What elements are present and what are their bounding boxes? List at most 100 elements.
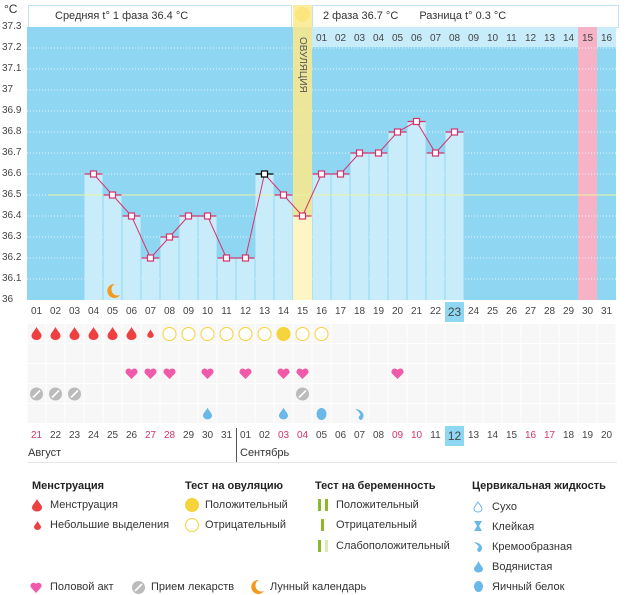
temperature-bar: [122, 216, 141, 300]
calendar-date[interactable]: 19: [581, 430, 594, 441]
marker-cell: [369, 324, 388, 343]
cycle-day-label[interactable]: 09: [182, 306, 195, 317]
marker-cell: [464, 324, 483, 343]
cycle-day-label[interactable]: 26: [505, 306, 518, 317]
cycle-day-label[interactable]: 21: [410, 306, 423, 317]
phase2-day-number: 12: [524, 33, 537, 44]
pill-icon-stripe: [70, 389, 79, 399]
legend-fluid-creamy: Кремообразная: [492, 541, 573, 553]
y-tick-label: 37: [2, 84, 14, 95]
cycle-day-label[interactable]: 06: [125, 306, 138, 317]
marker-cell: [65, 404, 84, 423]
calendar-date[interactable]: 15: [505, 430, 518, 441]
fluid-sticky-icon: [474, 521, 482, 531]
calendar-date[interactable]: 08: [372, 430, 385, 441]
y-tick-label: 36: [2, 294, 14, 305]
calendar-date[interactable]: 27: [144, 430, 157, 441]
cycle-day-label[interactable]: 14: [277, 306, 290, 317]
cycle-day-label[interactable]: 20: [391, 306, 404, 317]
cycle-day-label[interactable]: 16: [315, 306, 328, 317]
marker-cell: [350, 384, 369, 403]
fluid-creamy-icon: [355, 409, 364, 420]
temperature-point: [279, 191, 288, 199]
cycle-day-label[interactable]: 25: [486, 306, 499, 317]
cycle-day-label[interactable]: 13: [258, 306, 271, 317]
calendar-date[interactable]: 03: [277, 430, 290, 441]
calendar-date[interactable]: 04: [296, 430, 309, 441]
marker-cell: [597, 324, 616, 343]
cycle-day-label[interactable]: 03: [68, 306, 81, 317]
cycle-day-label[interactable]: 01: [30, 306, 43, 317]
ovtest-positive-icon: [276, 327, 291, 341]
marker-cell: [369, 364, 388, 383]
calendar-date[interactable]: 07: [353, 430, 366, 441]
phase2-day-number: 09: [467, 33, 480, 44]
cycle-day-label[interactable]: 02: [49, 306, 62, 317]
cycle-day-label[interactable]: 23: [445, 302, 464, 322]
cycle-day-label[interactable]: 08: [163, 306, 176, 317]
temperature-point: [203, 212, 212, 220]
markers-grid: [27, 324, 616, 423]
phase2-day-number: 15: [581, 33, 594, 44]
menstruation-drop-icon: [69, 327, 80, 340]
ovtest-positive-icon: [185, 498, 199, 512]
cycle-day-label[interactable]: 22: [429, 306, 442, 317]
marker-cell: [255, 404, 274, 423]
cycle-day-label[interactable]: 17: [334, 306, 347, 317]
legend-fluid-title: Цервикальная жидкость: [472, 480, 606, 492]
calendar-date[interactable]: 16: [524, 430, 537, 441]
cycle-day-label[interactable]: 24: [467, 306, 480, 317]
fluid-eggwhite-icon: [316, 408, 327, 420]
cycle-day-label[interactable]: 29: [562, 306, 575, 317]
cycle-day-label[interactable]: 27: [524, 306, 537, 317]
month-september: Сентябрь: [240, 447, 290, 459]
cycle-day-label[interactable]: 07: [144, 306, 157, 317]
calendar-date[interactable]: 28: [163, 430, 176, 441]
phase2-day-number: 05: [391, 33, 404, 44]
calendar-date[interactable]: 31: [220, 430, 233, 441]
cycle-day-label[interactable]: 30: [581, 306, 594, 317]
cycle-day-label[interactable]: 19: [372, 306, 385, 317]
calendar-date[interactable]: 10: [410, 430, 423, 441]
cycle-day-label[interactable]: 12: [239, 306, 252, 317]
legend-intercourse: Половой акт: [50, 581, 114, 593]
cycle-day-label[interactable]: 04: [87, 306, 100, 317]
calendar-date[interactable]: 23: [68, 430, 81, 441]
calendar-date[interactable]: 24: [87, 430, 100, 441]
calendar-date[interactable]: 20: [600, 430, 613, 441]
calendar-date[interactable]: 13: [467, 430, 480, 441]
calendar-date[interactable]: 17: [543, 430, 556, 441]
calendar-date[interactable]: 29: [182, 430, 195, 441]
cycle-day-label[interactable]: 15: [296, 306, 309, 317]
cycle-day-label[interactable]: 10: [201, 306, 214, 317]
phase1-label: Средняя t° 1 фаза: [55, 10, 149, 22]
calendar-date[interactable]: 12: [445, 426, 464, 446]
calendar-date[interactable]: 26: [125, 430, 138, 441]
calendar-date[interactable]: 30: [201, 430, 214, 441]
calendar-date[interactable]: 09: [391, 430, 404, 441]
divider: [28, 462, 617, 463]
calendar-date[interactable]: 01: [239, 430, 252, 441]
calendar-date[interactable]: 06: [334, 430, 347, 441]
phase2-day-number: 13: [543, 33, 556, 44]
calendar-date[interactable]: 25: [106, 430, 119, 441]
cycle-day-label[interactable]: 18: [353, 306, 366, 317]
cycle-day-label[interactable]: 05: [106, 306, 119, 317]
marker-cell: [350, 344, 369, 363]
temperature-point: [450, 128, 459, 136]
calendar-date[interactable]: 21: [30, 430, 43, 441]
temperature-bar: [179, 216, 198, 300]
calendar-date[interactable]: 18: [562, 430, 575, 441]
cycle-day-label[interactable]: 11: [221, 306, 232, 317]
calendar-date[interactable]: 05: [315, 430, 328, 441]
cycle-day-label[interactable]: 31: [600, 306, 613, 317]
marker-cell: [369, 344, 388, 363]
marker-cell: [65, 344, 84, 363]
temperature-bar: [407, 121, 426, 300]
calendar-date[interactable]: 14: [486, 430, 499, 441]
calendar-date[interactable]: 11: [430, 430, 441, 441]
calendar-date[interactable]: 22: [49, 430, 62, 441]
cycle-day-label[interactable]: 28: [543, 306, 556, 317]
marker-cell: [559, 344, 578, 363]
calendar-date[interactable]: 02: [258, 430, 271, 441]
